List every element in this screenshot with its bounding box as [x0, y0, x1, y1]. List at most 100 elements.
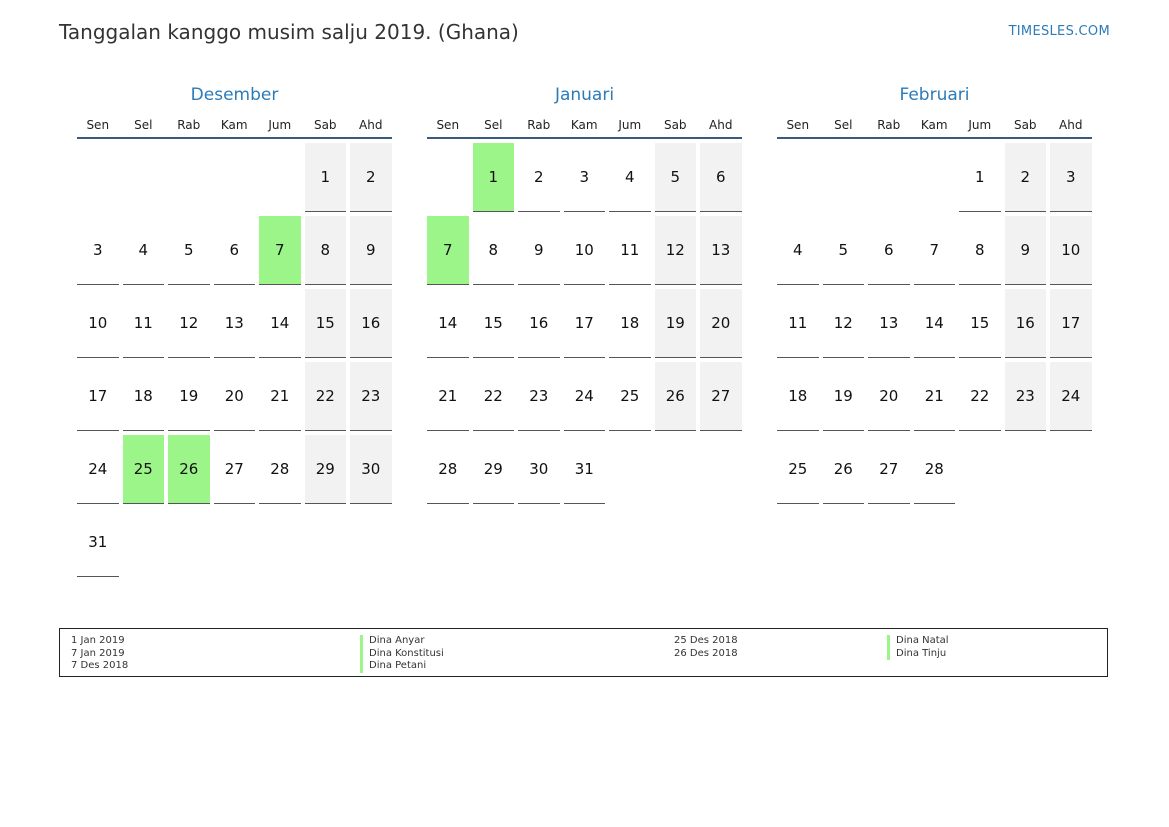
day-cell: 27	[213, 435, 255, 504]
week-row: 31	[77, 508, 392, 577]
day-grid: 1 2 3 4 5 6 7 8 9 10 11 12 13 14 15 16 17 18 19 20 21 22 23 24 2…	[777, 143, 1092, 504]
legend-date: 7 Jan 2019	[71, 647, 125, 659]
week-row: 18 19 20 21 22 23 24	[777, 362, 1092, 431]
week-row: 14 15 16 17 18 19 20	[427, 289, 742, 358]
day-cell: 5	[822, 216, 864, 285]
day-cell: 12	[168, 289, 210, 358]
weekend-day-cell: 2	[350, 143, 392, 212]
weekend-day-cell: 16	[1004, 289, 1046, 358]
weekday-header: Sen Sel Rab Kam Jum Sab Ahd	[777, 113, 1092, 139]
weekend-day-cell: 27	[700, 362, 742, 431]
day-cell: 18	[609, 289, 651, 358]
day-cell: 27	[868, 435, 910, 504]
week-row: 28 29 30 31	[427, 435, 742, 504]
day-grid: 1 2 3 4 5 6 7 8 9 10 11 12 13 14 15 16 17 18 19 20 21 22 23 24 2…	[77, 143, 392, 577]
day-cell: 1	[959, 143, 1001, 212]
weekday-label: Ahd	[1059, 118, 1083, 132]
week-row: 11 12 13 14 15 16 17	[777, 289, 1092, 358]
weekend-day-cell: 23	[1004, 362, 1046, 431]
weekend-day-cell: 15	[304, 289, 346, 358]
legend-date: 25 Des 2018	[674, 635, 738, 646]
day-cell: 21	[427, 362, 469, 431]
weekday-label: Ahd	[709, 118, 733, 132]
weekend-day-cell: 13	[700, 216, 742, 285]
weekday-label: Sel	[834, 118, 853, 132]
weekend-day-cell: 3	[1050, 143, 1092, 212]
day-cell: 4	[777, 216, 819, 285]
weekday-header: Sen Sel Rab Kam Jum Sab Ahd	[427, 113, 742, 139]
empty-day-cell	[777, 143, 819, 212]
day-cell: 18	[122, 362, 164, 431]
weekday-label: Sen	[436, 118, 460, 132]
empty-day-cell	[914, 143, 956, 212]
day-cell: 10	[77, 289, 119, 358]
day-cell: 28	[913, 435, 955, 504]
weekend-day-cell: 23	[350, 362, 392, 431]
holiday-day-cell: 26	[168, 435, 210, 504]
weekend-day-cell: 22	[304, 362, 346, 431]
empty-day-cell	[123, 143, 165, 212]
legend-date: 7 Des 2018	[71, 660, 129, 671]
weekend-day-cell: 12	[654, 216, 696, 285]
legend-right-names: Dina Natal Dina Tinju	[887, 635, 949, 660]
day-cell: 25	[609, 362, 651, 431]
weekday-label: Rab	[527, 118, 551, 132]
day-cell: 8	[959, 216, 1001, 285]
day-cell: 22	[959, 362, 1001, 431]
week-row: 21 22 23 24 25 26 27	[427, 362, 742, 431]
weekend-day-cell: 20	[700, 289, 742, 358]
day-cell: 4	[609, 143, 651, 212]
day-cell: 14	[913, 289, 955, 358]
day-cell: 26	[822, 435, 864, 504]
week-row: 24 25 26 27 28 29 30	[77, 435, 392, 504]
month-name: Desember	[190, 85, 279, 105]
empty-day-cell	[823, 143, 865, 212]
weekend-day-cell: 9	[350, 216, 392, 285]
day-cell: 11	[777, 289, 819, 358]
weekday-label: Jum	[968, 118, 992, 132]
weekday-label: Jum	[268, 118, 292, 132]
weekday-label: Rab	[177, 118, 201, 132]
weekday-label: Jum	[618, 118, 642, 132]
legend-holiday-name: Dina Anyar	[360, 635, 444, 648]
day-cell: 20	[213, 362, 255, 431]
week-row: 17 18 19 20 21 22 23	[77, 362, 392, 431]
weekday-label: Sen	[86, 118, 110, 132]
day-cell: 24	[77, 435, 119, 504]
page-title: Tanggalan kanggo musim salju 2019. (Ghan…	[59, 20, 519, 44]
weekday-label: Sel	[134, 118, 153, 132]
empty-day-cell	[214, 143, 256, 212]
day-cell: 15	[472, 289, 514, 358]
weekday-header: Sen Sel Rab Kam Jum Sab Ahd	[77, 113, 392, 139]
legend-left-dates: 1 Jan 2019 7 Jan 2019 7 Des 2018	[71, 635, 128, 673]
weekend-day-cell: 30	[350, 435, 392, 504]
day-cell: 8	[472, 216, 514, 285]
weekend-day-cell: 2	[1004, 143, 1046, 212]
day-cell: 13	[213, 289, 255, 358]
empty-day-cell	[259, 143, 301, 212]
day-cell: 9	[518, 216, 560, 285]
day-cell: 28	[427, 435, 469, 504]
holiday-legend: 1 Jan 2019 7 Jan 2019 7 Des 2018 Dina An…	[59, 628, 1108, 677]
day-cell: 5	[168, 216, 210, 285]
empty-day-cell	[609, 435, 651, 504]
weekend-day-cell: 6	[700, 143, 742, 212]
day-cell: 3	[563, 143, 605, 212]
weekday-label: Sen	[786, 118, 810, 132]
empty-day-cell	[350, 508, 392, 577]
week-row: 10 11 12 13 14 15 16	[77, 289, 392, 358]
empty-day-cell	[259, 508, 301, 577]
month-name: Januari	[554, 85, 615, 105]
site-link[interactable]: TIMESLES.COM	[1008, 24, 1110, 39]
day-cell: 2	[518, 143, 560, 212]
day-cell: 10	[563, 216, 605, 285]
day-cell: 19	[822, 362, 864, 431]
day-cell: 13	[868, 289, 910, 358]
legend-holiday-name: Dina Petani	[360, 660, 444, 673]
empty-day-cell	[959, 435, 1001, 504]
weekend-day-cell: 19	[654, 289, 696, 358]
weekend-day-cell: 9	[1004, 216, 1046, 285]
legend-holiday-name: Dina Konstitusi	[360, 647, 444, 660]
